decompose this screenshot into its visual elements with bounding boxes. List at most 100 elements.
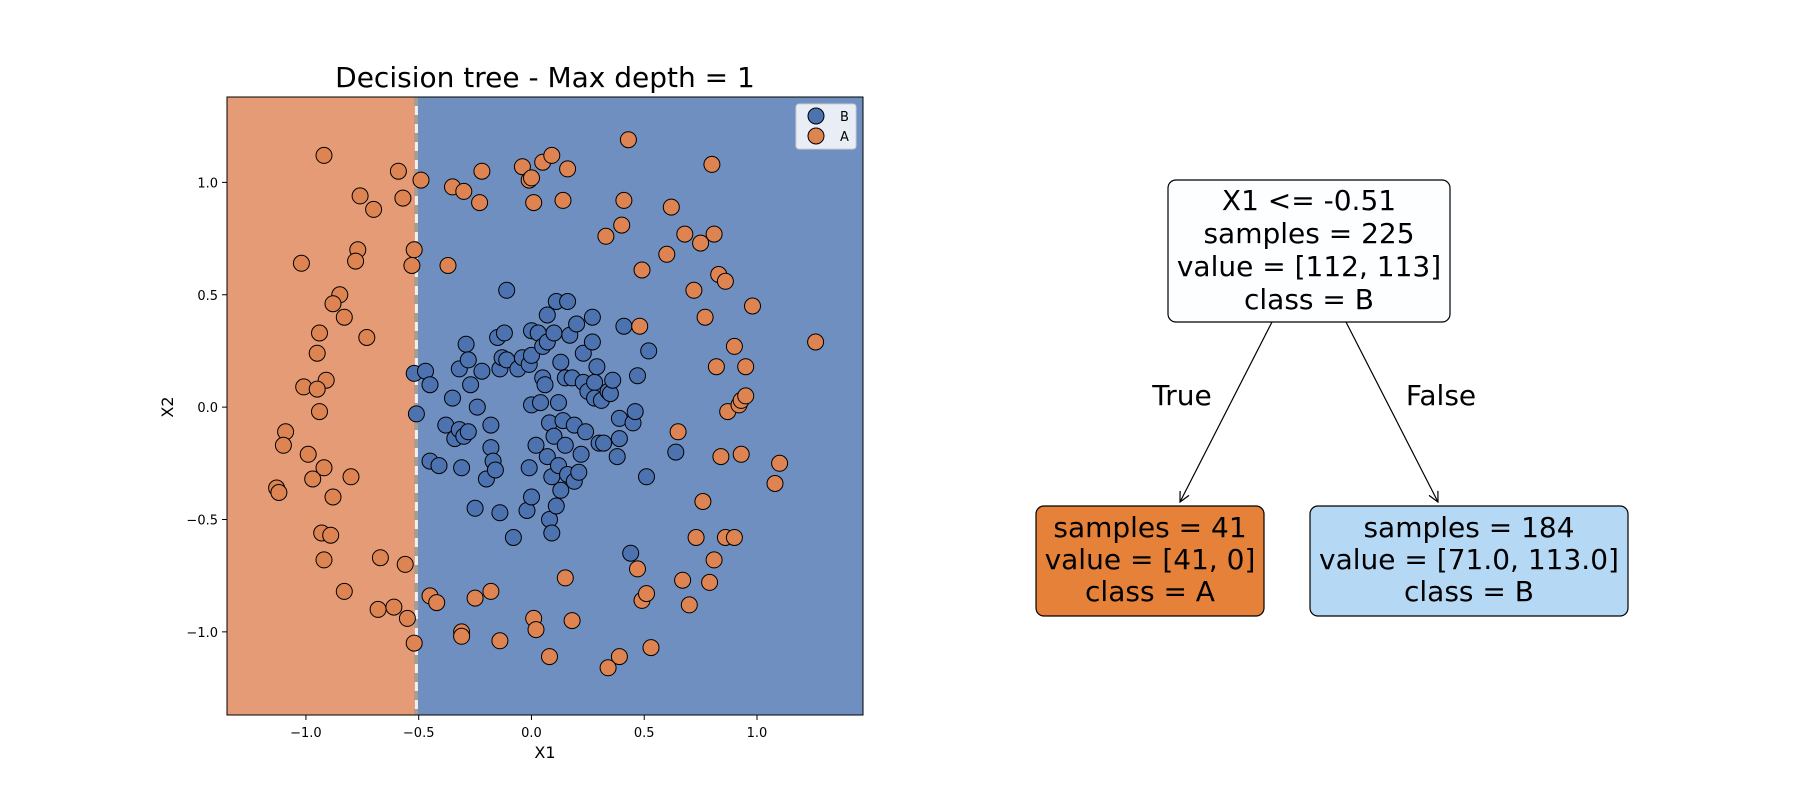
point-class-a-61	[597, 227, 615, 245]
legend-label-a: A	[840, 130, 849, 145]
point-class-a-29	[324, 488, 342, 506]
tree-node-right-line-3: class = B	[1404, 575, 1534, 608]
y-axis-ticks: −1.0 −0.5 0.0 0.5 1.0	[186, 176, 227, 641]
tree-node-right-box	[1309, 505, 1629, 617]
point-class-b-58	[547, 497, 565, 515]
x-tick-label-1: −0.5	[403, 726, 435, 741]
tree-node-right-line-1: samples = 184	[1363, 511, 1574, 544]
point-class-a-55	[525, 194, 543, 212]
point-class-a-69	[685, 281, 703, 299]
point-class-a-102	[610, 648, 628, 666]
point-class-a-91	[725, 529, 743, 546]
y-tick-label-3: 0.5	[197, 289, 218, 304]
point-class-a-66	[658, 245, 676, 263]
point-class-a-83	[744, 297, 761, 315]
point-class-a-44	[466, 589, 484, 607]
point-class-a-108	[527, 621, 545, 639]
point-class-a-39	[405, 634, 423, 652]
point-class-a-92	[674, 571, 692, 589]
point-class-a-19	[308, 380, 326, 398]
tree-node-left-line-3: class = A	[1085, 575, 1215, 608]
point-class-a-52	[513, 158, 531, 176]
x-axis-ticks: −1.0 −0.5 0.0 0.5 1.0	[290, 715, 767, 741]
tree-node-root: X1 <= -0.51 samples = 225 value = [112, …	[1167, 179, 1451, 323]
point-class-a-14	[311, 324, 328, 342]
point-class-a-106	[541, 648, 558, 666]
point-class-a-38	[398, 609, 416, 627]
point-class-b-61	[552, 481, 570, 499]
point-class-b-32	[504, 529, 522, 546]
point-class-a-46	[491, 632, 509, 650]
point-class-b-21	[482, 416, 500, 434]
point-class-a-78	[725, 337, 743, 355]
point-class-a-87	[669, 423, 687, 441]
point-class-a-86	[694, 493, 712, 510]
edge-label-false: False	[1406, 379, 1476, 412]
legend-label-b: B	[840, 110, 849, 125]
point-class-b-44	[532, 394, 549, 412]
point-class-b-47	[536, 376, 554, 394]
point-class-a-89	[705, 551, 723, 569]
point-class-b-90	[608, 448, 626, 466]
point-class-a-93	[680, 596, 698, 614]
point-class-a-73	[705, 225, 723, 243]
point-class-a-9	[292, 254, 310, 272]
tree-node-right: samples = 184 value = [71.0, 113.0] clas…	[1309, 505, 1629, 617]
point-class-a-60	[619, 131, 637, 149]
edge-root-left	[1180, 321, 1273, 502]
point-class-a-50	[471, 194, 489, 212]
y-tick-label-2: 0.0	[197, 401, 218, 416]
chart-title: Decision tree - Max depth = 1	[335, 61, 755, 94]
point-class-a-3	[351, 187, 369, 205]
point-class-a-20	[311, 403, 328, 421]
tree-node-left-line-1: samples = 41	[1053, 511, 1246, 544]
x-axis-label: X1	[534, 743, 555, 762]
point-class-b-14	[459, 351, 477, 369]
point-class-b-11	[453, 459, 471, 477]
point-class-b-19	[473, 362, 491, 380]
point-class-b-59	[550, 394, 567, 412]
point-class-b-29	[495, 324, 513, 342]
point-class-b-93	[615, 317, 633, 335]
x-tick-label-4: 1.0	[747, 726, 768, 741]
point-class-b-13	[457, 335, 475, 353]
point-class-a-2	[412, 171, 430, 189]
point-class-b-39	[523, 488, 540, 506]
point-class-b-55	[545, 427, 563, 445]
point-class-b-75	[574, 344, 592, 362]
point-class-b-100	[667, 443, 685, 461]
x-tick-label-3: 0.5	[634, 726, 655, 741]
edge-label-true: True	[1151, 379, 1211, 412]
point-class-a-98	[629, 560, 646, 578]
legend: B A	[795, 103, 857, 150]
point-class-a-37	[385, 598, 403, 616]
y-tick-label-4: 1.0	[197, 176, 218, 191]
point-class-a-47	[439, 257, 457, 274]
point-class-a-10	[403, 257, 421, 274]
x-tick-label-0: −1.0	[290, 726, 322, 741]
point-class-a-95	[766, 475, 784, 492]
point-class-b-17	[466, 499, 484, 517]
point-class-b-62	[552, 353, 570, 371]
point-class-a-43	[453, 627, 471, 645]
point-class-a-15	[358, 329, 376, 346]
point-class-a-62	[613, 216, 631, 234]
point-class-a-54	[523, 169, 540, 187]
point-class-b-41	[523, 346, 540, 364]
point-class-a-6	[405, 241, 423, 259]
point-class-a-74	[707, 358, 725, 376]
point-class-a-5	[365, 200, 383, 218]
point-class-a-33	[371, 549, 389, 567]
scatter-chart: Decision tree - Max depth = 1 −1.0 −0.5 0.…	[158, 61, 864, 762]
point-class-a-24	[315, 459, 333, 477]
point-class-b-99	[640, 342, 658, 360]
point-class-a-68	[676, 225, 694, 243]
point-class-b-74	[572, 445, 590, 463]
point-class-a-49	[455, 182, 473, 200]
point-class-a-64	[633, 261, 651, 279]
point-class-a-82	[737, 358, 755, 376]
point-class-a-70	[692, 234, 710, 252]
point-class-a-63	[615, 191, 633, 209]
point-class-b-7	[444, 389, 461, 407]
